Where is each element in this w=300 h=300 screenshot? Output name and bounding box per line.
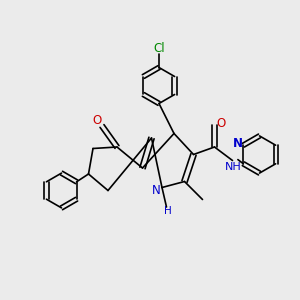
Text: N: N — [152, 184, 161, 197]
Text: NH: NH — [225, 162, 242, 172]
Text: H: H — [164, 206, 172, 217]
Text: N: N — [233, 137, 243, 150]
Text: Cl: Cl — [153, 42, 165, 55]
Text: O: O — [217, 116, 226, 130]
Text: O: O — [92, 114, 101, 128]
